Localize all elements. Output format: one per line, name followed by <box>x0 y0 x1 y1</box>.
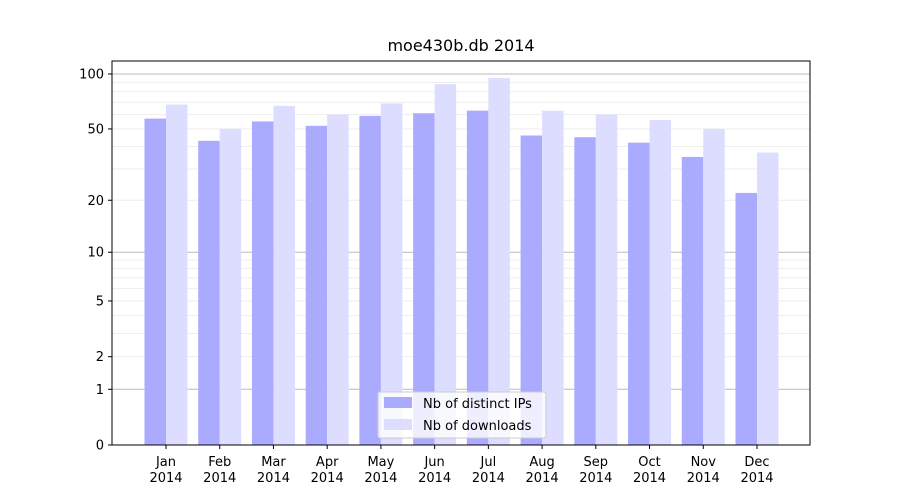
x-tick-label-year: 2014 <box>203 471 236 486</box>
y-tick-label: 50 <box>87 122 104 137</box>
x-tick-label-year: 2014 <box>364 471 397 486</box>
y-tick-label: 1 <box>96 383 104 398</box>
x-tick-label-month: Jul <box>480 455 497 470</box>
x-tick-label-month: Apr <box>316 455 339 470</box>
bar-downloads <box>542 110 564 445</box>
bar-distinct-ips <box>520 135 543 445</box>
bar-distinct-ips <box>628 142 650 445</box>
x-tick-label-year: 2014 <box>257 471 290 486</box>
legend-label-downloads: Nb of downloads <box>423 419 532 434</box>
bar-distinct-ips <box>359 115 381 445</box>
x-axis: Jan2014Feb2014Mar2014Apr2014May2014Jun20… <box>149 445 774 486</box>
x-tick-label-month: Nov <box>691 455 717 470</box>
bar-distinct-ips <box>681 156 704 445</box>
x-tick-label-month: Jan <box>155 455 176 470</box>
bar-downloads <box>273 105 295 446</box>
x-tick-label-month: Jun <box>423 455 444 470</box>
x-tick-label-month: Mar <box>261 455 286 470</box>
legend: Nb of distinct IPs Nb of downloads <box>377 391 547 439</box>
x-tick-label-year: 2014 <box>311 471 344 486</box>
bar-distinct-ips <box>144 118 166 445</box>
legend-box <box>377 391 547 439</box>
bar-downloads <box>166 104 188 445</box>
bar-downloads <box>488 78 510 445</box>
bars <box>144 78 779 446</box>
bar-downloads <box>757 152 779 445</box>
bar-downloads <box>327 114 349 446</box>
bar-downloads <box>380 103 403 445</box>
bar-distinct-ips <box>413 113 435 445</box>
legend-label-ips: Nb of distinct IPs <box>423 397 532 412</box>
chart-title: moe430b.db 2014 <box>387 36 534 55</box>
x-tick-label-month: Oct <box>638 455 660 470</box>
x-tick-label-month: Aug <box>529 455 554 470</box>
x-tick-label-year: 2014 <box>472 471 505 486</box>
x-tick-label-month: Sep <box>584 455 609 470</box>
y-tick-label: 5 <box>96 294 104 309</box>
x-tick-label-year: 2014 <box>418 471 451 486</box>
x-tick-label-year: 2014 <box>526 471 559 486</box>
x-tick-label-year: 2014 <box>740 471 773 486</box>
y-axis: 0 1 2 5 10 20 50 100 <box>79 68 112 454</box>
x-tick-label-month: Dec <box>744 455 769 470</box>
legend-swatch-downloads <box>384 419 412 430</box>
bar-distinct-ips <box>466 110 489 445</box>
y-tick-label: 10 <box>87 246 104 261</box>
bar-downloads <box>595 114 618 446</box>
bar-distinct-ips <box>574 137 596 445</box>
y-tick-label: 0 <box>96 439 104 454</box>
bar-downloads <box>434 84 457 446</box>
x-tick-label-year: 2014 <box>633 471 666 486</box>
x-tick-label-month: May <box>367 455 394 470</box>
x-tick-label-month: Feb <box>208 455 231 470</box>
x-tick-label-year: 2014 <box>687 471 720 486</box>
plot-frame <box>111 60 811 446</box>
y-tick-label: 2 <box>96 350 104 365</box>
legend-swatch-ips <box>384 397 412 408</box>
bar-downloads <box>703 128 725 446</box>
x-tick-label-year: 2014 <box>579 471 612 486</box>
bar-downloads <box>649 119 672 446</box>
x-tick-label-year: 2014 <box>149 471 182 486</box>
bar-distinct-ips <box>251 121 274 446</box>
bar-distinct-ips <box>305 125 328 446</box>
y-tick-label: 20 <box>87 194 104 209</box>
y-tick-label: 100 <box>79 68 104 83</box>
bar-downloads <box>219 128 242 446</box>
bar-distinct-ips <box>198 140 220 445</box>
bar-distinct-ips <box>735 192 757 445</box>
